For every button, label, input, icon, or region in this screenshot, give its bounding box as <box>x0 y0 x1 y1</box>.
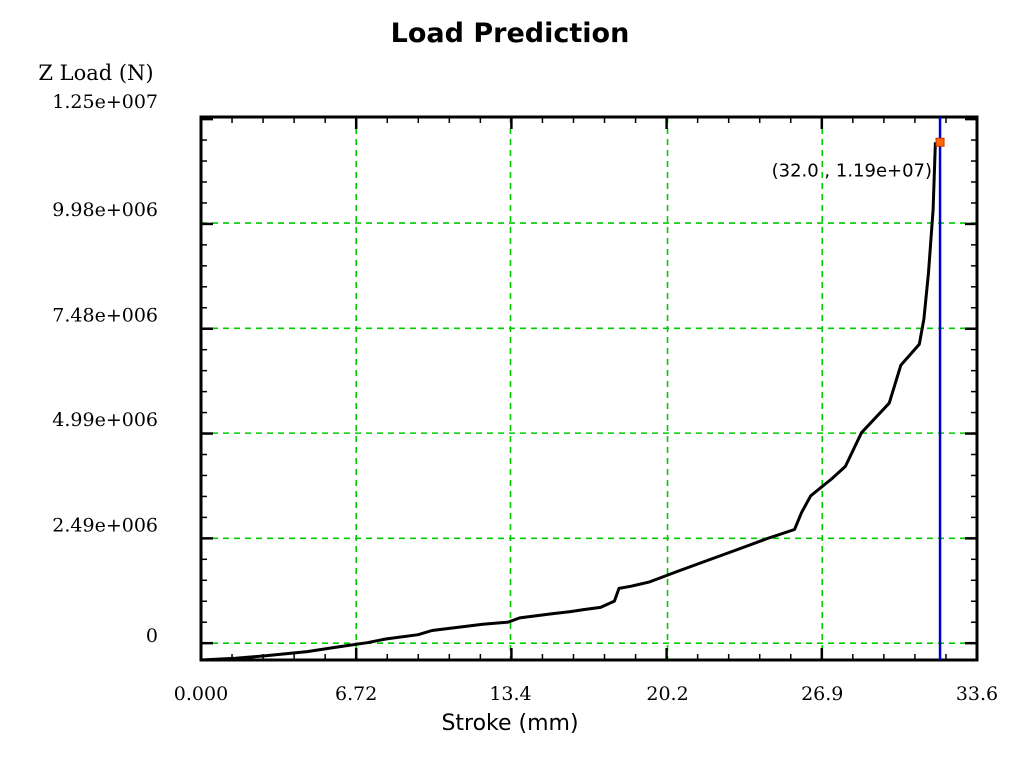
series-layer <box>200 142 937 662</box>
y-tick-label: 1.25e+007 <box>52 91 158 113</box>
y-axis-label: Z Load (N) <box>38 61 153 85</box>
plot-frame <box>199 115 979 662</box>
cursor-marker[interactable] <box>935 137 945 147</box>
x-tick-label: 33.6 <box>956 683 998 705</box>
cursor-layer[interactable]: (32.0 , 1.19e+07) <box>772 117 945 660</box>
load-curve-line <box>200 142 937 662</box>
x-tick-label: 0.000 <box>174 683 228 705</box>
x-tick-label: 20.2 <box>646 683 688 705</box>
y-tick-labels: 0 2.49e+006 4.99e+006 7.48e+006 9.98e+006 1.2… <box>52 91 158 647</box>
x-tick-label: 6.72 <box>335 683 377 705</box>
y-tick-label: 9.98e+006 <box>52 199 158 221</box>
grid-lines <box>201 117 977 660</box>
x-tick-labels: 0.000 6.72 13.4 20.2 26.9 33.6 <box>174 683 998 705</box>
y-tick-label: 4.99e+006 <box>52 409 158 431</box>
y-tick-label: 7.48e+006 <box>52 304 158 326</box>
x-tick-label: 26.9 <box>801 683 843 705</box>
chart-title: Load Prediction <box>391 18 630 49</box>
cursor-readout: (32.0 , 1.19e+07) <box>772 160 932 181</box>
plot-border <box>199 115 979 662</box>
minor-ticks <box>199 117 979 660</box>
y-tick-label: 0 <box>146 625 158 647</box>
y-tick-label: 2.49e+006 <box>52 514 158 536</box>
x-axis-label: Stroke (mm) <box>441 711 578 736</box>
x-tick-label: 13.4 <box>489 683 531 705</box>
